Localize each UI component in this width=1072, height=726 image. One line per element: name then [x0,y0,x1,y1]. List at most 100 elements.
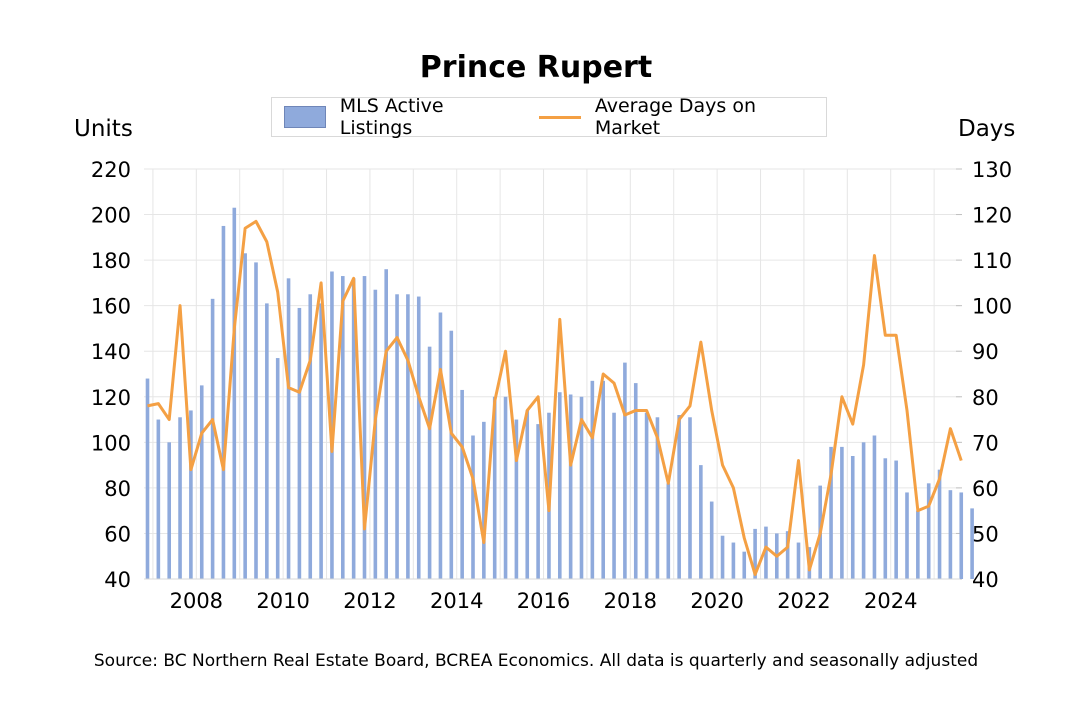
y-left-tick-label: 100 [91,431,131,455]
bar-listings [796,542,801,579]
y-left-tick-label: 160 [91,295,131,319]
legend-item-days: Average Days on Market [521,95,826,139]
bar-listings [840,446,844,579]
x-tick-label: 2012 [343,589,396,613]
bar-listings [210,298,215,579]
x-tick-label: 2010 [256,589,309,613]
bar-listings [525,410,530,579]
bar-listings [590,380,595,579]
y-left-tick-label: 200 [91,204,131,228]
bar-listings [156,419,161,579]
bar-listings [330,271,334,579]
legend-label-days: Average Days on Market [594,95,756,139]
bar-listings [948,490,953,579]
y-right-tick-label: 100 [972,295,1012,319]
bar-listings [937,469,942,579]
legend-line-swatch [539,115,581,119]
x-tick-label: 2014 [430,589,483,613]
bar-listings [753,528,757,579]
y-left-tick-label: 80 [104,477,131,501]
bar-listings [861,442,866,579]
y-right-tick-label: 60 [972,477,999,501]
bar-listings [764,526,768,579]
legend-label-listings: MLS Active Listings [339,95,444,139]
bar-listings [514,419,519,579]
x-tick-label: 2022 [777,589,830,613]
left-axis-label: Units [74,116,133,142]
bar-listings [633,383,638,579]
bar-listings [536,424,540,579]
bar-listings [894,460,898,579]
bar-listings [655,417,660,579]
bar-listings [623,362,627,579]
bar-listings [243,253,247,579]
bar-listings [699,465,703,579]
y-right-tick-label: 110 [972,249,1012,273]
bar-listings [384,269,388,579]
bar-listings [612,412,616,579]
y-left-tick-label: 220 [91,158,131,182]
y-right-tick-label: 50 [972,522,999,546]
bar-listings [829,446,833,579]
bar-listings [785,531,790,579]
y-right-tick-label: 120 [972,204,1012,228]
bar-listings [959,492,964,579]
chart-title: Prince Rupert [419,50,653,85]
x-tick-label: 2018 [604,589,657,613]
bar-listings [319,303,323,579]
y-right-tick-label: 70 [972,431,999,455]
y-left-tick-label: 180 [91,249,131,273]
bar-listings [395,294,399,579]
bar-listings [709,501,714,579]
line-days-on-market [147,219,963,576]
bar-listings [688,417,692,579]
bar-listings [438,312,443,579]
y-right-tick-label: 80 [972,386,999,410]
y-left-tick-label: 140 [91,340,131,364]
bar-listings [568,394,573,579]
bar-listings [167,442,171,579]
bar-listings [677,415,681,579]
bar-listings [601,380,605,579]
legend-bar-swatch [284,106,326,128]
source-note: Source: BC Northern Real Estate Board, B… [93,651,979,671]
bar-listings [492,396,497,579]
bar-listings [644,412,649,579]
bar-listings [199,385,204,579]
bar-listings [905,492,909,579]
legend-item-listings: MLS Active Listings [272,95,521,139]
bar-listings [308,294,313,579]
y-left-tick-label: 120 [91,386,131,410]
y-left-tick-label: 60 [104,522,131,546]
right-axis-label: Days [958,116,1016,142]
bar-listings [221,225,226,579]
bar-listings [265,303,269,579]
bar-listings [286,278,291,579]
bar-listings [427,346,432,579]
bar-listings [189,410,193,579]
bar-listings [872,435,877,579]
y-left-tick-label: 40 [104,568,131,592]
bar-listings [254,262,258,579]
bar-listings [178,417,182,579]
bar-listings [145,378,150,579]
bar-listings [232,207,237,579]
bar-listings [406,294,410,579]
bar-listings [449,330,454,579]
x-tick-label: 2016 [517,589,570,613]
bar-listings [275,358,280,579]
bar-listings [351,278,356,579]
bar-listings [850,456,855,579]
bar-listings [916,510,920,579]
bar-listings [482,421,486,579]
x-tick-label: 2024 [864,589,917,613]
x-tick-label: 2008 [170,589,223,613]
bar-listings [341,276,345,579]
y-right-tick-label: 130 [972,158,1012,182]
y-right-tick-label: 90 [972,340,999,364]
bar-listings [731,542,736,579]
bar-listings [666,483,671,579]
bar-listings [362,276,367,579]
bar-listings [471,435,475,579]
